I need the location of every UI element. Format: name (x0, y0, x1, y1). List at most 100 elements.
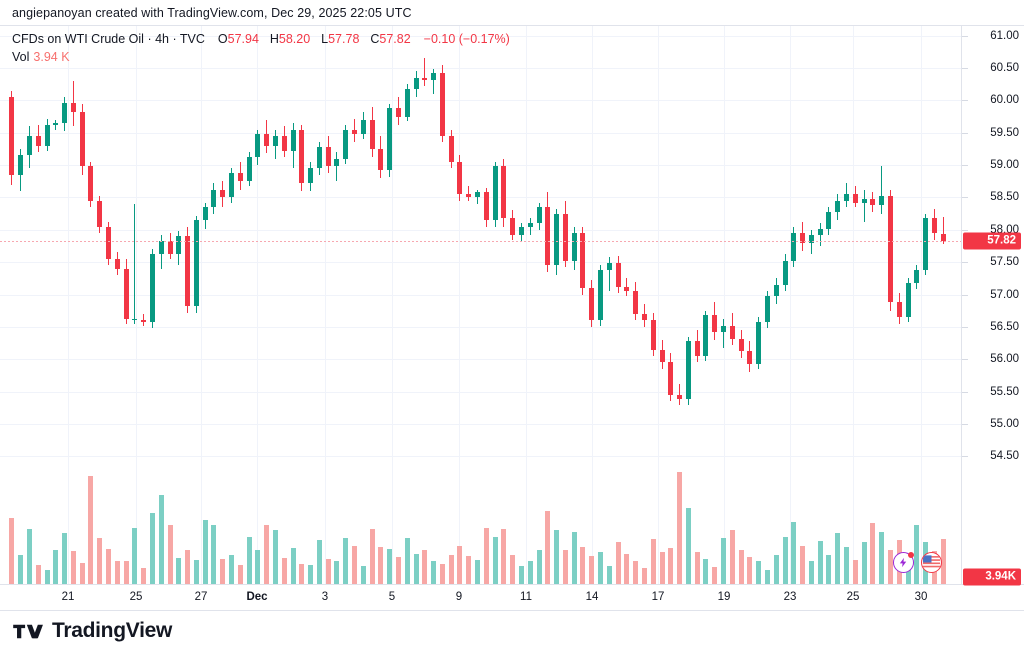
candle-body (132, 319, 137, 321)
volume-bar (774, 554, 779, 584)
last-price-badge[interactable]: 57.82 (963, 232, 1021, 250)
legend-separator-1: · (147, 32, 152, 46)
chart-plot-area[interactable] (0, 26, 962, 584)
candle-body (739, 338, 744, 352)
volume-bar (510, 554, 515, 584)
price-axis-label: 60.00 (990, 94, 1019, 107)
volume-bar (466, 555, 471, 584)
volume-bar (220, 559, 225, 584)
candle-wick (943, 216, 944, 245)
volume-bar (414, 553, 419, 584)
volume-bar (185, 550, 190, 584)
candle-body (45, 125, 50, 146)
legend-interval[interactable]: 4h (155, 32, 170, 46)
candle-body (124, 268, 129, 320)
time-axis[interactable]: 21 25 27 Dec 3 5 9 11 14 17 19 23 25 30 (0, 585, 1024, 611)
candle-wick (424, 58, 425, 87)
volume-bar (941, 539, 946, 584)
candle-body (88, 166, 93, 201)
volume-bar (132, 527, 137, 584)
legend-symbol[interactable]: CFDs on WTI Crude Oil (12, 32, 144, 46)
candle-body (897, 302, 902, 318)
volume-bar (554, 529, 559, 584)
legend-volume-row: Vol 3.94 K (12, 49, 510, 66)
volume-bar (624, 553, 629, 584)
time-axis-label: 25 (129, 591, 143, 603)
gridline-horizontal (0, 262, 961, 263)
candle-body (783, 260, 788, 285)
volume-value-badge[interactable]: 3.94K (963, 568, 1021, 586)
lightning-bolt-icon[interactable] (893, 552, 914, 573)
volume-bar (273, 529, 278, 584)
candle-body (264, 134, 269, 146)
time-axis-label: 25 (846, 591, 860, 603)
candle-body (826, 211, 831, 229)
candle-body (396, 108, 401, 117)
volume-bar (791, 521, 796, 584)
gridline-vertical (724, 26, 725, 584)
candle-body (62, 103, 67, 124)
volume-bar (97, 537, 102, 584)
candle-body (414, 77, 419, 89)
legend-open-label: O (217, 32, 228, 46)
volume-bar (387, 548, 392, 584)
price-axis-label: 60.50 (990, 62, 1019, 75)
price-axis-label: 54.50 (990, 450, 1019, 463)
candlestick-series (0, 26, 961, 584)
volume-bar (563, 550, 568, 584)
candle-body (800, 233, 805, 243)
volume-bar (580, 546, 585, 584)
candle-body (633, 291, 638, 314)
candle-body (888, 196, 893, 303)
volume-bar (818, 541, 823, 584)
candle-body (9, 97, 14, 175)
volume-bar (853, 560, 858, 584)
candle-body (255, 134, 260, 158)
candle-body (150, 254, 155, 322)
price-axis-tick-mark (962, 327, 968, 328)
tradingview-logo-icon (13, 624, 43, 638)
price-axis[interactable]: 61.00 60.50 60.00 59.50 59.00 58.50 58.00 57.50… (962, 26, 1024, 586)
us-flag-icon[interactable] (921, 552, 942, 573)
volume-bar (334, 561, 339, 584)
candle-wick (143, 313, 144, 326)
price-axis-label: 56.00 (990, 353, 1019, 366)
volume-bar (378, 546, 383, 584)
candle-body (774, 284, 779, 296)
volume-bar (255, 550, 260, 584)
candle-body (449, 136, 454, 162)
candle-body (791, 233, 796, 261)
volume-bar (405, 537, 410, 584)
candle-wick (881, 166, 882, 214)
volume-bar (308, 564, 313, 584)
gridline-horizontal (0, 295, 961, 296)
gridline-horizontal (0, 165, 961, 166)
time-axis-label: Dec (246, 591, 268, 603)
candle-body (835, 200, 840, 212)
volume-bar (88, 475, 93, 584)
gridline-horizontal (0, 424, 961, 425)
volume-bar (870, 522, 875, 584)
candle-body (730, 325, 735, 339)
candle-body (361, 119, 366, 135)
candle-body (422, 77, 427, 80)
volume-bar (783, 536, 788, 584)
price-axis-tick-mark (962, 295, 968, 296)
volume-bar (589, 555, 594, 584)
volume-bar (352, 545, 357, 584)
candle-body (616, 263, 621, 287)
candle-body (475, 192, 480, 198)
volume-bar (36, 564, 41, 584)
price-axis-tick-mark (962, 197, 968, 198)
price-axis-label: 57.00 (990, 288, 1019, 301)
candle-body (159, 241, 164, 255)
volume-bar (642, 568, 647, 584)
candle-body (185, 236, 190, 307)
volume-bar (45, 569, 50, 584)
candle-body (686, 341, 691, 400)
legend-close-label: C (370, 32, 380, 46)
candle-body (598, 269, 603, 321)
candle-body (326, 147, 331, 167)
gridline-vertical (257, 26, 258, 584)
